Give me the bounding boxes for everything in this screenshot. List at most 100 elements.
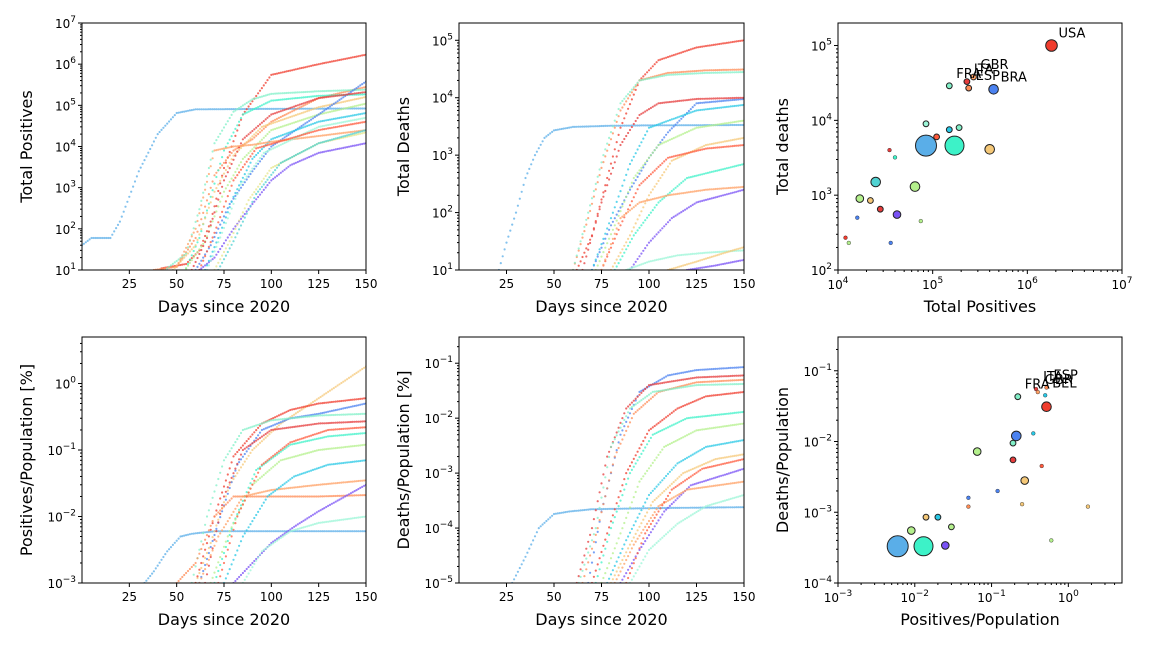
data-point — [321, 107, 324, 110]
data-point — [587, 561, 590, 564]
data-point — [275, 92, 279, 95]
data-point — [729, 186, 732, 189]
data-point — [689, 129, 692, 132]
data-point — [226, 142, 229, 145]
data-point — [228, 499, 231, 502]
data-point — [666, 374, 670, 377]
data-point — [257, 510, 260, 513]
data-point — [262, 151, 265, 154]
data-point — [294, 135, 297, 138]
data-point — [239, 217, 243, 220]
data-point — [221, 219, 224, 222]
data-point — [672, 188, 675, 191]
data-point — [344, 379, 347, 382]
data-point — [247, 165, 250, 168]
data-point — [727, 145, 730, 148]
data-point — [571, 125, 575, 128]
data-point — [315, 106, 318, 109]
data-point — [204, 253, 207, 256]
data-point — [260, 87, 263, 90]
data-point — [334, 137, 337, 140]
data-point — [663, 506, 666, 510]
data-point — [665, 133, 668, 136]
data-point — [347, 57, 351, 60]
data-point — [682, 371, 685, 374]
data-point — [230, 513, 233, 517]
data-point — [703, 108, 706, 111]
data-point — [236, 174, 239, 177]
data-point — [260, 138, 263, 141]
data-point — [695, 506, 698, 509]
data-point — [239, 498, 243, 501]
data-point — [315, 63, 318, 66]
data-point — [718, 367, 721, 370]
data-point — [636, 507, 639, 510]
data-point — [630, 159, 634, 162]
data-point — [334, 494, 337, 498]
data-point — [359, 369, 362, 372]
data-point — [727, 166, 730, 169]
data-point — [302, 485, 305, 488]
data-point — [289, 486, 292, 489]
data-point — [247, 152, 250, 155]
data-point — [294, 97, 297, 100]
data-point — [630, 237, 634, 240]
data-point — [619, 102, 622, 105]
data-point — [710, 71, 713, 74]
data-point — [363, 420, 366, 423]
data-point — [739, 249, 742, 252]
data-point — [522, 559, 525, 562]
data-point — [213, 211, 216, 214]
data-point — [272, 491, 275, 494]
data-point — [363, 129, 366, 132]
data-point — [733, 40, 736, 43]
data-point — [598, 520, 601, 523]
data-point — [219, 512, 222, 515]
data-point — [714, 375, 717, 378]
data-point — [361, 142, 364, 146]
data-point — [720, 393, 723, 396]
data-point — [222, 545, 226, 548]
data-point — [691, 400, 694, 404]
data-point — [355, 516, 358, 519]
data-point — [725, 68, 729, 71]
data-point — [655, 182, 658, 185]
data-point — [279, 487, 282, 491]
data-point — [587, 508, 590, 511]
data-point — [198, 571, 201, 575]
data-point — [357, 88, 360, 91]
data-point — [575, 254, 578, 257]
data-point — [718, 383, 721, 386]
data-point — [703, 101, 706, 104]
data-point — [361, 107, 364, 110]
data-point — [317, 125, 320, 128]
data-point — [321, 90, 324, 93]
data-point — [239, 105, 243, 108]
data-point — [357, 91, 360, 95]
data-point — [363, 86, 366, 89]
data-point — [330, 520, 333, 523]
data-point — [723, 193, 727, 196]
data-point — [236, 438, 239, 441]
data-point — [630, 88, 634, 91]
data-point — [363, 88, 366, 91]
data-point — [676, 100, 679, 103]
data-point — [294, 407, 297, 410]
data-point — [332, 409, 335, 412]
data-point — [124, 205, 127, 208]
data-point — [657, 196, 660, 199]
data-point — [198, 236, 201, 240]
data-point — [722, 187, 725, 190]
data-point — [213, 571, 216, 574]
data-point — [283, 70, 286, 73]
data-point — [97, 236, 101, 240]
data-point — [296, 160, 299, 164]
data-point — [188, 239, 191, 242]
data-point — [257, 426, 260, 429]
data-point — [665, 140, 668, 143]
data-point — [704, 198, 708, 201]
data-point — [319, 128, 322, 131]
data-point — [200, 561, 203, 565]
data-point — [693, 98, 696, 101]
data-point — [270, 488, 273, 492]
